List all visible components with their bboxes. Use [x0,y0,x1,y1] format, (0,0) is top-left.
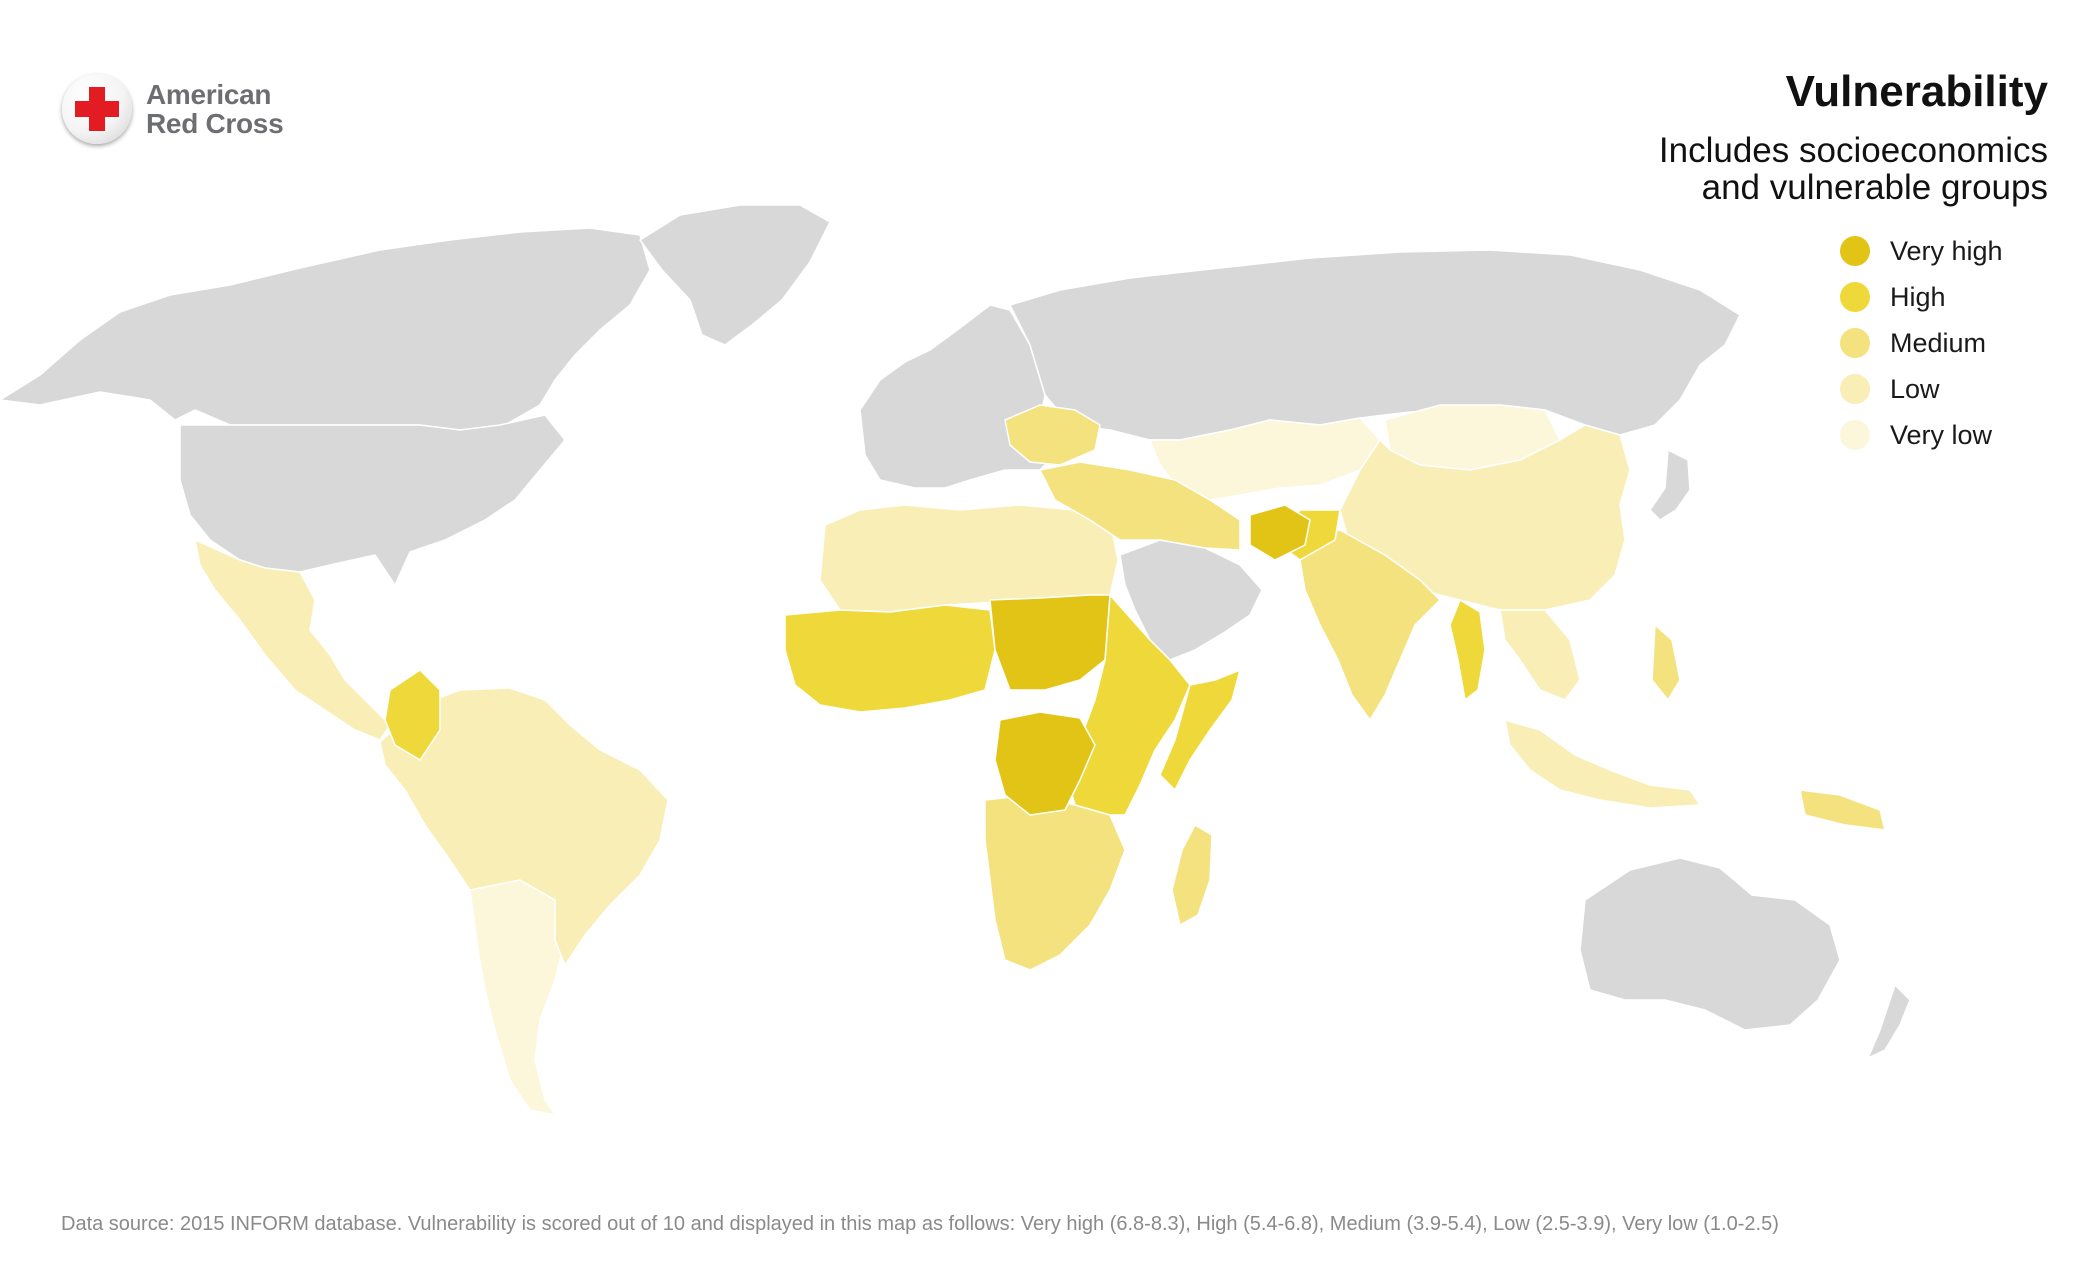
subtitle-line-1: Includes socioeconomics [1658,131,2048,170]
regions-very-high [989,504,1311,816]
regions-high [384,509,1486,816]
region-southern-africa [984,794,1126,971]
region-west-africa [784,604,996,713]
legend-label: High [1890,281,1946,312]
region-new-zealand [1867,984,1911,1059]
red-cross-icon [62,74,132,144]
legend-item-high: High [1840,274,2003,320]
legend-swatch [1840,374,1870,404]
region-afghanistan [1249,504,1311,561]
cross-shape [75,87,119,131]
legend-label: Low [1890,373,1940,404]
no-data-regions [0,204,1911,1059]
region-greenland [639,204,831,346]
legend-item-medium: Medium [1840,320,2003,366]
legend-swatch [1840,236,1870,266]
legend-label: Medium [1890,327,1987,358]
region-east-africa [1064,594,1191,816]
regions-very-low [469,404,1561,1116]
logo-line-1: American [146,79,272,110]
subtitle-line-2: and vulnerable groups [1701,168,2048,207]
region-turkey-iran [1039,461,1241,551]
region-sahel [989,594,1111,691]
region-eastern-europe [1004,404,1101,466]
region-central-africa [994,711,1096,816]
region-usa [179,414,566,586]
legend: Very high High Medium Low Very low [1840,228,2003,458]
title-block: Vulnerability Includes socioeconomics an… [1659,66,2048,206]
logo-wordmark: American Red Cross [146,79,284,139]
legend-swatch [1840,420,1870,450]
regions-medium [984,404,1886,971]
region-southern-cone [469,879,566,1116]
region-indonesia [1504,719,1701,809]
map-title: Vulnerability [1785,67,2048,116]
legend-swatch [1840,328,1870,358]
legend-item-very-high: Very high [1840,228,2003,274]
red-cross-logo: American Red Cross [62,74,302,154]
world-map [0,204,1911,1116]
data-source-footnote: Data source: 2015 INFORM database. Vulne… [61,1213,1779,1235]
legend-label: Very low [1890,419,1993,450]
regions-low [194,424,1701,966]
region-russia [1009,249,1741,441]
legend-item-low: Low [1840,366,2003,412]
region-alaska-canada [0,227,651,431]
region-madagascar [1171,824,1213,926]
legend-swatch [1840,282,1870,312]
region-philippines-png [1651,624,1886,831]
region-australia [1579,857,1841,1031]
region-japan [1649,449,1691,521]
region-colombia [384,669,441,761]
region-horn-of-africa [1159,669,1241,791]
logo-line-2: Red Cross [146,108,284,139]
region-south-america-north [379,687,669,966]
region-southeast-asia [1499,609,1581,701]
region-india [1299,529,1441,721]
map-subtitle: Includes socioeconomics and vulnerable g… [1659,132,2048,206]
region-myanmar [1449,599,1486,701]
legend-label: Very high [1890,235,2003,266]
legend-item-very-low: Very low [1840,412,2003,458]
